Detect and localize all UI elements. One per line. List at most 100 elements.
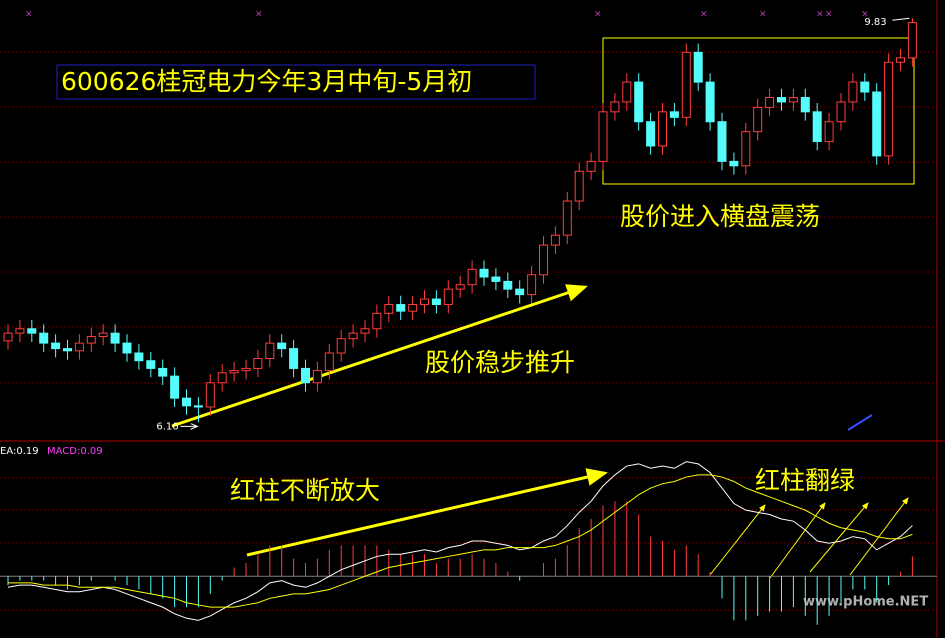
candle-body [527, 274, 537, 296]
candle-body [110, 332, 120, 344]
svg-text:×: × [759, 10, 767, 20]
candle-body [3, 332, 13, 342]
indicator-label: MACD:0.09 [47, 446, 103, 457]
candle-body [193, 405, 203, 408]
candle-body [610, 101, 620, 113]
candle-body [27, 328, 37, 334]
candle-body [812, 111, 822, 143]
candle-body [753, 106, 763, 133]
candle-body [622, 81, 632, 103]
candle-body [658, 111, 667, 147]
low-label: 6.16 [156, 421, 178, 432]
candle-body [277, 342, 287, 350]
annotation: 股价稳步推升 [425, 348, 575, 377]
candle-body [336, 338, 346, 354]
candle-body [312, 370, 322, 384]
svg-text:×: × [816, 10, 824, 20]
candle-body [848, 81, 858, 103]
chart-title: 600626桂冠电力今年3月中旬-5月初 [61, 67, 472, 96]
candle-body [39, 332, 49, 344]
candle-body [431, 298, 441, 306]
svg-text:×: × [861, 10, 869, 20]
candle-body [705, 81, 715, 123]
svg-text:×: × [825, 10, 833, 20]
svg-text:×: × [700, 10, 708, 20]
candle-body [598, 111, 608, 162]
candle-body [15, 328, 25, 334]
grid [0, 51, 937, 611]
candle-body [384, 304, 394, 314]
candle-body [586, 160, 596, 172]
candle-body [896, 57, 905, 63]
candle-body [253, 358, 263, 369]
candle-body [681, 51, 691, 118]
candle-body [884, 61, 894, 157]
candle-body [669, 111, 679, 118]
svg-text:×: × [255, 10, 263, 20]
candle-body [217, 372, 227, 384]
candle-body [301, 367, 310, 384]
candle-body [324, 352, 334, 372]
markers: × × × × × × × × [25, 10, 869, 20]
candle-body [396, 304, 406, 312]
candle-body [777, 97, 786, 103]
candle-body [491, 276, 501, 282]
candle-body [205, 382, 215, 408]
svg-text:×: × [594, 10, 602, 20]
dea-line [8, 474, 913, 608]
arrows [171, 284, 909, 579]
candle-body [693, 51, 703, 83]
candle-body [265, 342, 275, 360]
candle-body [646, 121, 656, 147]
candle-body [765, 97, 775, 108]
candle-body [907, 22, 917, 59]
candle-body [824, 121, 834, 143]
candle-body [836, 101, 846, 123]
candle-body [420, 298, 429, 306]
candle-body [134, 352, 144, 362]
candle-body [503, 280, 513, 290]
candle-body [51, 342, 61, 350]
candle-body [86, 335, 96, 344]
dif-line [7, 461, 913, 621]
candle-body [408, 304, 418, 312]
candle-body [229, 370, 239, 374]
candle-body [562, 200, 572, 236]
annotation: 红柱不断放大 [230, 476, 380, 505]
candle-body [241, 367, 251, 372]
svg-text:×: × [25, 10, 33, 20]
candle-body [443, 288, 453, 306]
candle-body [122, 342, 132, 354]
candle-body [515, 288, 525, 296]
title-box [56, 64, 536, 100]
annotation: 红柱翻绿 [755, 466, 855, 495]
candle-body [729, 160, 739, 167]
candle-body [63, 348, 72, 352]
candle-body [550, 234, 560, 246]
high-label: 9.83 [864, 17, 886, 28]
candle-body [860, 81, 870, 93]
candle-body [158, 367, 168, 377]
candle-body [74, 342, 84, 352]
candle-body [872, 91, 882, 157]
candle-body [634, 81, 644, 123]
candle-body [479, 268, 489, 278]
watermark: www.pHome.NET [803, 595, 928, 610]
candle-body [372, 312, 382, 330]
candle-body [348, 332, 358, 340]
indicator-label: EA:0.19 [0, 446, 39, 457]
candle-body [289, 348, 299, 369]
candle-body [539, 244, 548, 276]
candle-body [741, 131, 751, 167]
high-pointer [892, 17, 910, 21]
candle-body [98, 332, 108, 337]
candle-body [467, 268, 477, 286]
candle-body [182, 397, 191, 407]
candle-body [146, 360, 156, 369]
candle-body [455, 284, 465, 290]
candle-body [170, 375, 180, 399]
candle-body [717, 121, 727, 162]
candle-body [788, 97, 798, 103]
